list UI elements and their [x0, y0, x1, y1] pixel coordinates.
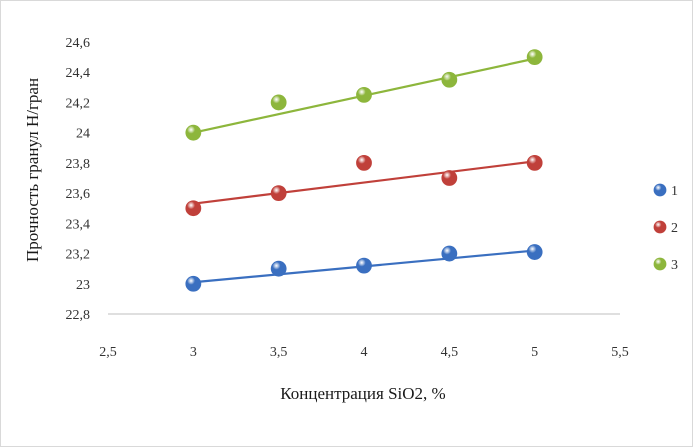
x-tick-labels: 2,5 3 3,5 4 4,5 5 5,5: [99, 345, 629, 360]
data-point-series-2: [526, 154, 543, 171]
data-point-series-2: [270, 185, 287, 202]
y-tick-label: 24: [76, 127, 90, 142]
x-tick-label: 5,5: [611, 345, 629, 360]
legend-label-series-1: 1: [671, 184, 678, 199]
data-point-series-1: [356, 257, 372, 274]
y-tick-label: 24,6: [66, 36, 91, 51]
x-tick-label: 3,5: [270, 345, 288, 360]
legend-label-series-2: 2: [671, 221, 678, 236]
y-tick-label: 24,2: [66, 96, 91, 111]
x-tick-label: 2,5: [99, 345, 117, 360]
data-point-series-2: [441, 170, 458, 186]
y-tick-label: 24,4: [66, 66, 91, 81]
data-point-series-3: [526, 49, 543, 66]
legend-label-series-3: 3: [671, 258, 678, 273]
x-tick-label: 3: [190, 345, 197, 360]
legend-marker-series-1: [653, 183, 667, 197]
y-tick-label: 23: [76, 278, 90, 293]
data-point-series-1: [270, 260, 287, 277]
y-tick-label: 23,6: [66, 187, 91, 202]
x-tick-label: 4,5: [441, 345, 459, 360]
data-point-series-3: [441, 71, 458, 88]
y-tick-labels: 22,8 23 23,2 23,4 23,6 23,8 24 24,2 24,4 24,6: [66, 36, 91, 323]
data-point-series-3: [356, 86, 372, 103]
data-point-series-1: [185, 275, 202, 292]
legend-marker-series-3: [653, 257, 667, 271]
legend: 1 2 3: [653, 183, 678, 273]
data-point-series-2: [185, 200, 202, 217]
data-point-series-1: [441, 245, 458, 262]
x-tick-label: 5: [531, 345, 538, 360]
y-axis-title: Прочность гранул Н/гран: [23, 78, 42, 262]
trendline-series-2: [193, 160, 535, 205]
y-tick-label: 23,4: [66, 217, 91, 232]
x-axis-title: Концентрация SiO2, %: [280, 384, 445, 403]
data-point-series-1: [526, 244, 543, 260]
x-tick-label: 4: [361, 345, 368, 360]
data-points: [185, 49, 543, 292]
data-point-series-2: [356, 154, 372, 171]
y-tick-label: 23,8: [66, 157, 91, 172]
data-point-series-3: [270, 94, 287, 111]
legend-marker-series-2: [653, 220, 667, 234]
y-tick-label: 23,2: [66, 248, 91, 263]
y-tick-label: 22,8: [66, 308, 91, 323]
data-point-series-3: [185, 124, 202, 141]
